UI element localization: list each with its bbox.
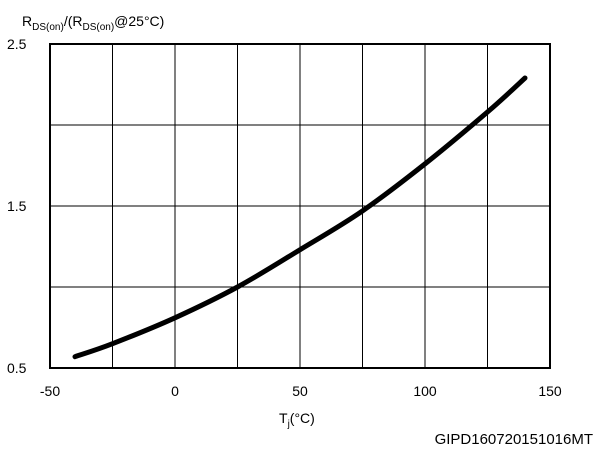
x-tick-label-3: 100 [413,383,437,399]
series-line [72,75,528,360]
y-tick-label-1: 1.5 [7,198,27,214]
plot-frame [49,43,551,369]
x-axis-label: Tj(°C) [279,410,315,430]
grid [49,43,551,369]
x-tick-label-2: 50 [292,383,308,399]
x-tick-labels: -50 0 50 100 150 [40,383,562,399]
figure-code: GIPD160720151016MT [435,431,593,448]
y-axis-label: RDS(on)/(RDS(on)@25°C) [22,13,164,33]
x-tick-label-4: 150 [538,383,562,399]
y-tick-label-0: 0.5 [7,360,27,376]
y-tick-label-2: 2.5 [7,36,27,52]
x-tick-label-1: 0 [171,383,179,399]
y-tick-labels: 0.5 1.5 2.5 [7,36,27,376]
x-tick-label-0: -50 [40,383,60,399]
